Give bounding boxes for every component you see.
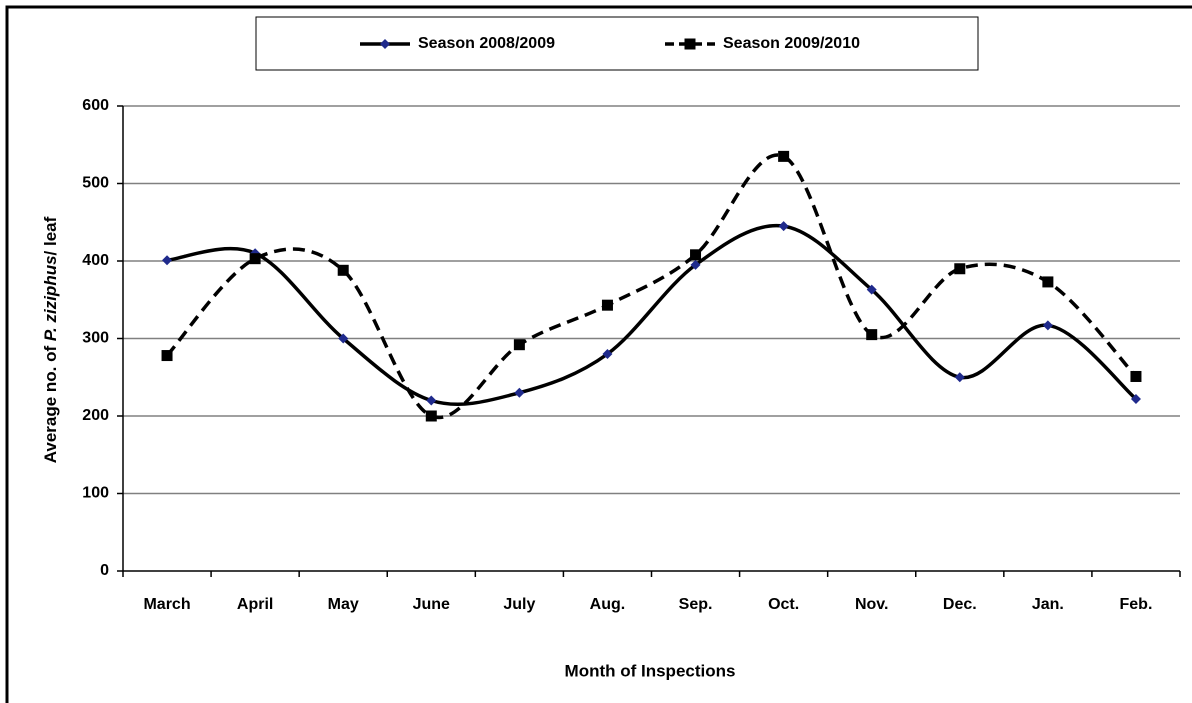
y-tick-label: 200 xyxy=(82,407,109,424)
point xyxy=(338,333,349,344)
x-tick-label: April xyxy=(237,596,273,613)
point xyxy=(513,339,525,351)
point xyxy=(426,395,437,406)
point xyxy=(602,349,613,359)
frame xyxy=(5,5,1192,703)
y-axis-title-part: Average no. of xyxy=(41,341,60,463)
point xyxy=(1042,320,1053,331)
point xyxy=(1130,370,1142,382)
point xyxy=(249,253,261,265)
x-tick-label: Nov. xyxy=(855,596,888,613)
point xyxy=(866,284,877,295)
x-tick-label: March xyxy=(143,596,190,613)
x-tick-label: July xyxy=(503,596,535,613)
point xyxy=(1130,393,1141,404)
x-tick-label: June xyxy=(413,596,450,613)
legend-marker xyxy=(380,39,390,49)
x-tick-label: Oct. xyxy=(768,596,799,613)
point xyxy=(161,350,173,362)
x-tick-label: Sep. xyxy=(679,596,713,613)
y-tick-label: 600 xyxy=(82,97,109,114)
point xyxy=(778,221,789,232)
legend-label: Season 2009/2010 xyxy=(723,35,860,52)
point xyxy=(866,329,878,341)
point xyxy=(162,255,173,266)
point xyxy=(954,372,965,383)
y-axis-title: Average no. of P. ziziphus/ leaf xyxy=(41,216,60,463)
y-tick-label: 0 xyxy=(100,562,109,579)
x-tick-label: May xyxy=(328,596,359,613)
point xyxy=(601,299,613,311)
x-tick-label: Aug. xyxy=(590,596,626,613)
y-axis-title-part: / leaf xyxy=(41,216,60,255)
x-tick-label: Jan. xyxy=(1032,596,1064,613)
point xyxy=(425,410,437,422)
y-axis-title-part: P. ziziphus xyxy=(41,255,60,341)
y-tick-label: 400 xyxy=(82,252,109,269)
y-tick-label: 300 xyxy=(82,330,109,347)
x-tick-label: Dec. xyxy=(943,596,977,613)
point xyxy=(337,264,349,276)
point xyxy=(954,263,966,275)
point xyxy=(690,249,702,261)
point xyxy=(778,150,790,162)
x-axis-title: Month of Inspections xyxy=(565,661,736,680)
point xyxy=(690,259,701,270)
y-tick-label: 500 xyxy=(82,175,109,192)
point xyxy=(1042,276,1054,288)
point xyxy=(514,387,525,398)
legend-label: Season 2008/2009 xyxy=(418,35,555,52)
legend-marker xyxy=(684,38,696,50)
series-line xyxy=(166,223,1138,407)
y-tick-label: 100 xyxy=(82,485,109,502)
x-tick-label: Feb. xyxy=(1120,596,1153,613)
